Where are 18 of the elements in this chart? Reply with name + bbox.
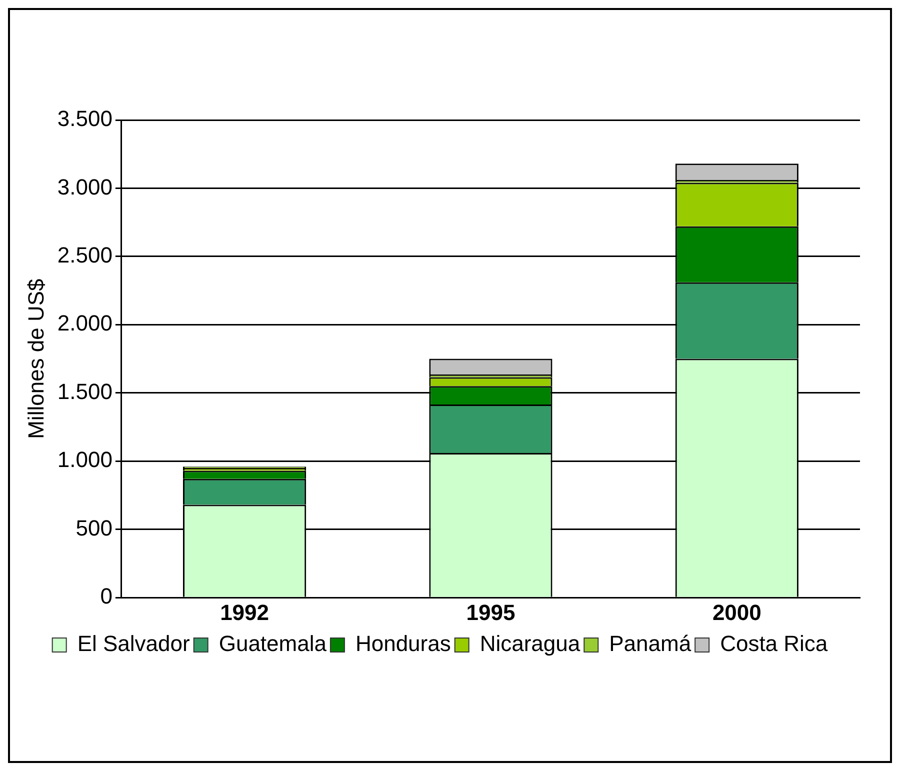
legend-label: El Salvador [77,631,190,656]
x-tick-label: 1992 [220,600,270,625]
legend-label: Panamá [609,631,692,656]
legend-label: Honduras [355,631,451,656]
legend-label: Costa Rica [720,631,828,656]
y-tick-label: 1.000 [57,447,112,472]
y-tick-label: 2.000 [57,310,112,336]
y-tick-label: 0 [100,584,112,609]
y-tick-label: 3.000 [57,174,112,200]
x-tick-label: 1995 [466,600,516,625]
y-tick-label: 1.500 [57,378,112,404]
y-tick-label: 2.500 [57,242,112,268]
y-tick-label: 3.500 [57,106,112,132]
x-tick-label: 2000 [712,600,762,625]
legend-label: Nicaragua [480,631,581,656]
legend-label: Guatemala [218,631,328,656]
y-axis-title: Millones de US$ [23,278,48,439]
y-tick-label: 500 [76,515,112,540]
